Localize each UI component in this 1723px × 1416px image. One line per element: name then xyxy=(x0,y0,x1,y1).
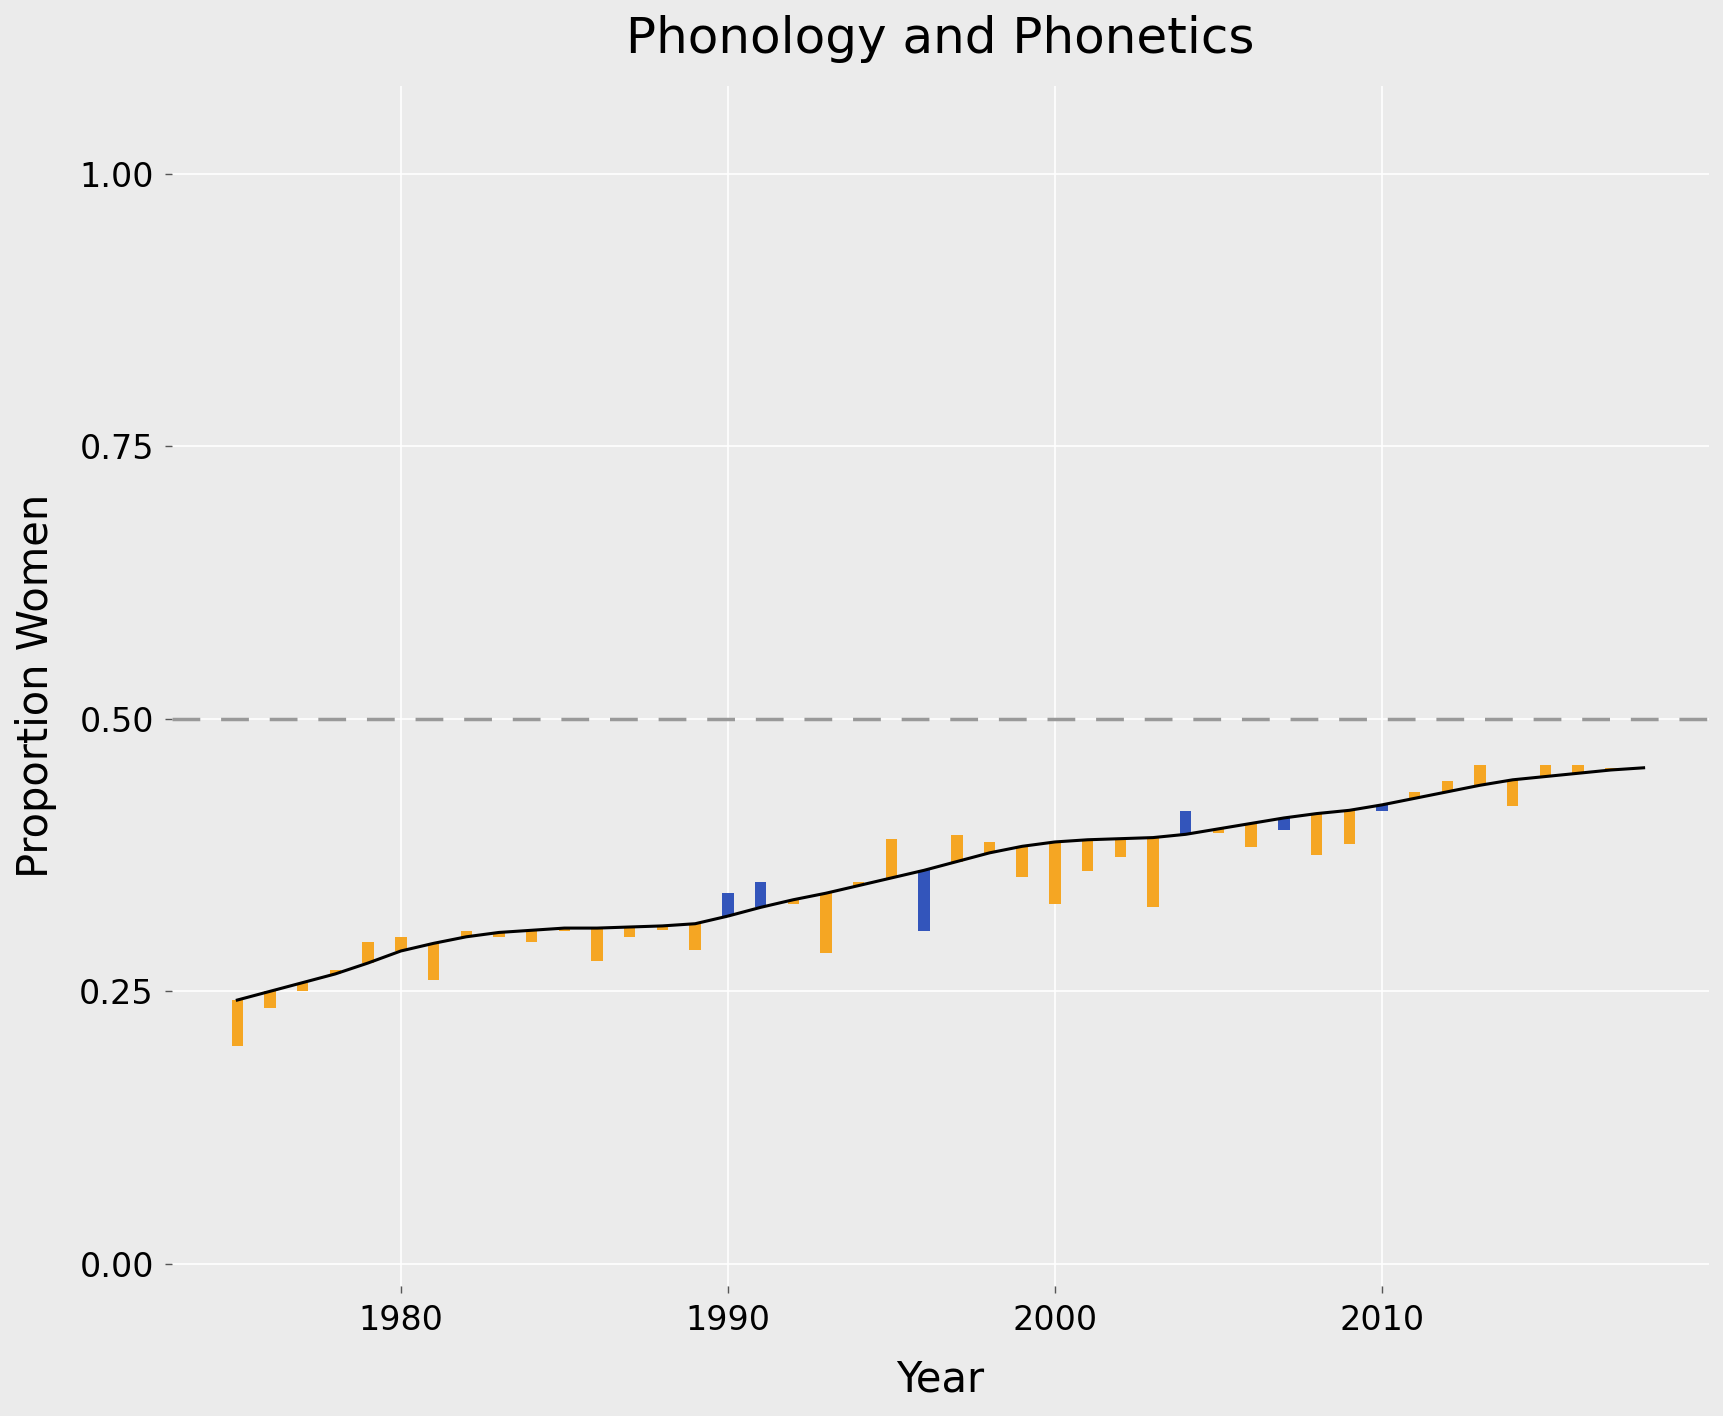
Bar xyxy=(951,835,961,861)
Bar xyxy=(656,926,669,930)
Bar xyxy=(755,882,765,908)
Bar xyxy=(1179,811,1191,834)
Bar xyxy=(1082,840,1092,871)
Bar xyxy=(329,970,341,974)
Bar xyxy=(886,838,896,878)
Bar xyxy=(460,932,472,937)
Bar xyxy=(264,991,276,1008)
Bar xyxy=(1309,814,1322,855)
Bar xyxy=(1539,765,1551,776)
Bar xyxy=(853,882,863,885)
Bar xyxy=(493,933,505,937)
Bar xyxy=(918,871,929,932)
Bar xyxy=(558,927,570,932)
X-axis label: Year: Year xyxy=(896,1359,984,1400)
Bar xyxy=(1277,818,1289,830)
Bar xyxy=(526,930,538,942)
Bar xyxy=(1408,792,1420,799)
Bar xyxy=(722,893,734,916)
Y-axis label: Proportion Women: Proportion Women xyxy=(16,494,57,878)
Bar xyxy=(984,843,994,852)
Bar xyxy=(1211,828,1223,833)
Bar xyxy=(1506,780,1518,806)
Bar xyxy=(787,899,798,903)
Bar xyxy=(1244,824,1256,847)
Bar xyxy=(1146,838,1158,908)
Bar xyxy=(689,923,701,950)
Bar xyxy=(591,927,603,961)
Bar xyxy=(395,937,407,952)
Bar xyxy=(427,943,439,980)
Bar xyxy=(231,1000,243,1046)
Bar xyxy=(624,927,636,937)
Bar xyxy=(1440,780,1452,792)
Bar xyxy=(1342,810,1354,844)
Bar xyxy=(1571,765,1583,773)
Bar xyxy=(1115,838,1125,857)
Bar xyxy=(362,942,374,963)
Bar xyxy=(1375,804,1387,811)
Bar xyxy=(1049,843,1060,903)
Bar xyxy=(1604,767,1616,770)
Bar xyxy=(1017,847,1027,877)
Bar xyxy=(296,983,308,991)
Title: Phonology and Phonetics: Phonology and Phonetics xyxy=(625,16,1254,62)
Bar xyxy=(820,893,830,953)
Bar xyxy=(1473,765,1485,786)
